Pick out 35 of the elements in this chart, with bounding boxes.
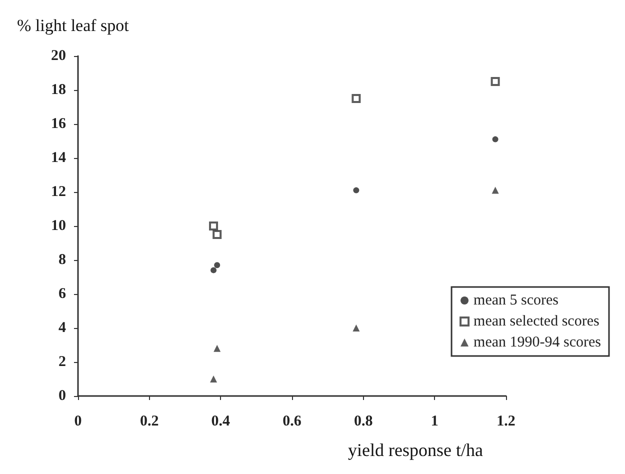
- y-tick-label: 16: [51, 116, 66, 132]
- y-tick-label: 14: [51, 150, 66, 166]
- point: [210, 267, 217, 274]
- point: [492, 186, 499, 194]
- y-axis-title: % light leaf spot: [17, 16, 130, 35]
- y-tick-label: 2: [58, 354, 66, 370]
- point: [214, 262, 220, 268]
- point: [352, 94, 361, 103]
- y-tick-label: 4: [58, 320, 66, 336]
- y-tick-label: 8: [58, 252, 66, 268]
- legend-label: mean selected scores: [474, 314, 600, 330]
- x-tick-label: 0.8: [354, 414, 373, 430]
- x-tick-label: 1.2: [496, 414, 516, 430]
- point: [210, 376, 218, 382]
- point: [209, 222, 218, 230]
- x-axis-title: yield response t/ha: [348, 440, 483, 460]
- point: [492, 136, 498, 142]
- y-tick-label: 20: [51, 48, 66, 64]
- y-tick-label: 0: [58, 388, 66, 404]
- x-tick-label: 0: [74, 414, 82, 430]
- legend-label: mean 5 scores: [474, 292, 559, 308]
- legend-label: mean 1990-94 scores: [474, 334, 602, 350]
- point: [214, 344, 221, 352]
- point: [353, 187, 360, 194]
- point: [490, 77, 500, 86]
- point: [352, 324, 360, 332]
- y-tick-label: 18: [51, 82, 66, 98]
- y-tick-label: 6: [58, 286, 66, 302]
- x-tick-label: 1: [430, 414, 438, 430]
- x-tick-label: 0.2: [140, 414, 159, 430]
- y-tick-label: 10: [51, 218, 66, 234]
- x-tick-label: 0.6: [282, 414, 302, 430]
- y-tick-label: 12: [51, 184, 66, 200]
- point: [212, 230, 222, 239]
- x-tick-label: 0.4: [211, 414, 231, 430]
